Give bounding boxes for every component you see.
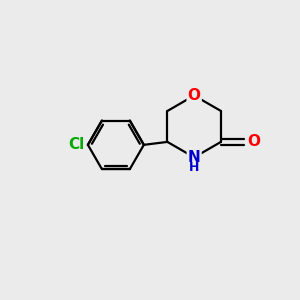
Text: O: O <box>248 134 260 149</box>
Text: N: N <box>188 150 200 165</box>
Text: O: O <box>188 88 201 103</box>
Text: Cl: Cl <box>69 137 85 152</box>
Text: H: H <box>189 161 200 174</box>
